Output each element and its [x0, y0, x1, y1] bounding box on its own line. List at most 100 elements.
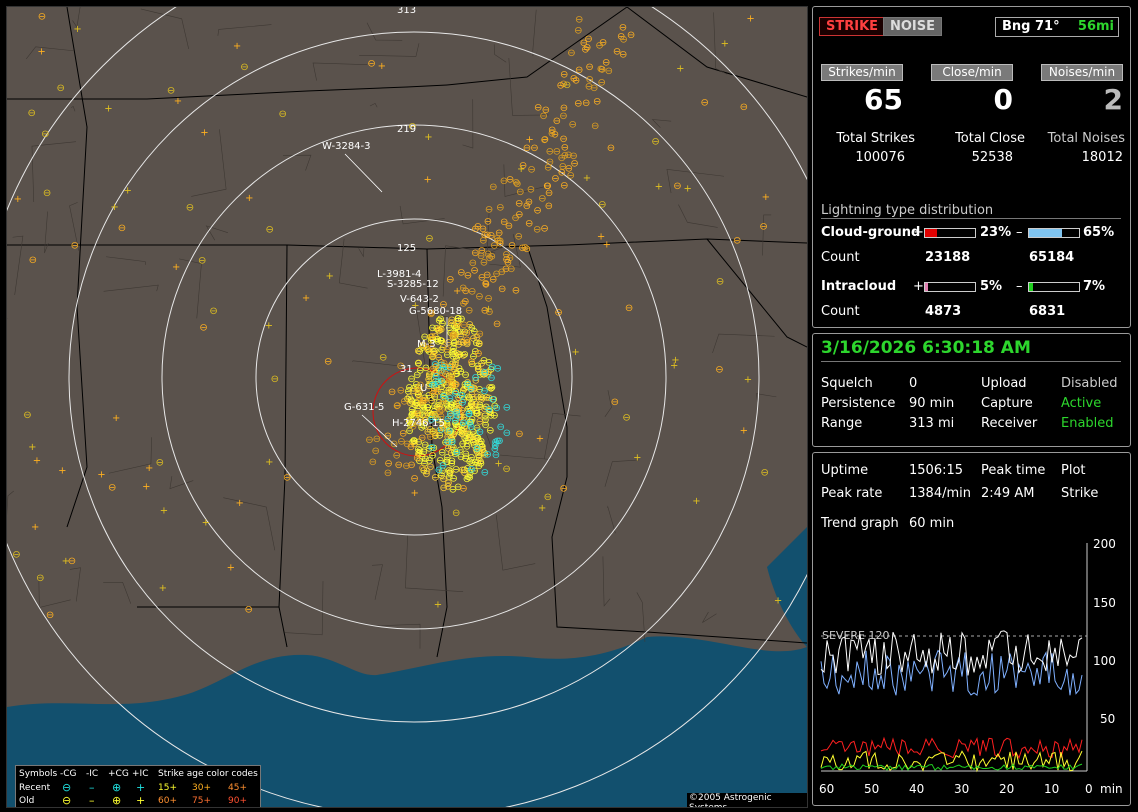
strike-marker: ⊖ — [590, 83, 598, 94]
strike-marker: ⊖ — [384, 468, 392, 479]
strike-marker: ⊖ — [420, 406, 428, 417]
strike-marker: ⊖ — [451, 360, 459, 371]
strike-marker: ⊖ — [449, 351, 457, 362]
strike-marker: ⊖ — [435, 397, 443, 408]
strike-marker: ⊖ — [465, 393, 473, 404]
strike-button[interactable]: STRIKE — [819, 17, 886, 36]
strike-marker: ⊖ — [493, 364, 501, 375]
strike-marker: ⊖ — [429, 426, 437, 437]
strike-marker: ⊖ — [567, 48, 575, 59]
strike-marker: ⊖ — [428, 450, 436, 461]
strike-marker: ⊖ — [468, 323, 476, 334]
strike-marker: ⊖ — [411, 400, 419, 411]
strike-marker: ⊖ — [497, 422, 505, 433]
strike-marker: ⊖ — [452, 368, 460, 379]
strike-marker: ⊖ — [425, 391, 433, 402]
strike-marker: ⊖ — [456, 332, 464, 343]
strike-marker: ⊖ — [716, 276, 724, 287]
neg-cg-old-icon: ⊖ — [62, 794, 72, 807]
strike-marker: ⊖ — [444, 414, 452, 425]
strike-marker: ⊖ — [479, 367, 487, 378]
strike-marker: ⊖ — [439, 378, 447, 389]
strike-marker: ⊖ — [406, 420, 414, 431]
strike-marker: ⊖ — [415, 437, 423, 448]
strike-marker: ⊖ — [452, 464, 460, 475]
strike-marker: ⊖ — [569, 120, 577, 131]
strike-marker: ⊖ — [483, 270, 491, 281]
strike-marker: ⊖ — [440, 376, 448, 387]
strike-marker: ⊖ — [458, 465, 466, 476]
strike-marker: ⊖ — [384, 458, 392, 469]
strike-marker: ⊖ — [463, 382, 471, 393]
strike-marker: ⊖ — [447, 442, 455, 453]
strike-marker: ⊖ — [454, 482, 462, 493]
strikes-min-header[interactable]: Strikes/min — [821, 64, 903, 81]
strike-marker: ⊖ — [407, 442, 415, 453]
strike-marker: + — [746, 14, 754, 25]
strike-marker: ⊖ — [467, 433, 475, 444]
strike-marker: ⊖ — [447, 328, 455, 339]
strike-marker: ⊖ — [437, 336, 445, 347]
strike-marker: ⊖ — [444, 338, 452, 349]
strike-marker: ⊖ — [434, 335, 442, 346]
strike-marker: ⊖ — [407, 395, 415, 406]
trend-line — [820, 750, 1083, 773]
strike-marker: ⊖ — [388, 387, 396, 398]
close-min-header[interactable]: Close/min — [931, 64, 1013, 81]
strike-marker: ⊖ — [12, 549, 20, 560]
strike-marker: ⊖ — [443, 457, 451, 468]
strike-marker: ⊖ — [28, 108, 36, 119]
storm-label: G-631-5 — [344, 402, 384, 413]
plot-value[interactable]: Strike — [1061, 486, 1099, 501]
strike-marker: ⊖ — [534, 103, 542, 114]
strike-marker: ⊖ — [446, 394, 454, 405]
strike-marker: ⊖ — [472, 431, 480, 442]
strike-marker: ⊖ — [416, 386, 424, 397]
strike-marker: ⊖ — [432, 371, 440, 382]
lightning-map[interactable]: ⊖ ⊖ ⊖ ⊖ ⊖ ⊖ ⊖ ⊖ ⊖ ⊖ ⊖ ⊖ ⊖ ⊖ ⊖ ⊖ ⊖ ⊖ ⊖ ⊖ ⊖ ⊖ ⊖ ⊖ ⊖ ⊖ ⊖ ⊖ ⊖ ⊖ ⊖ ⊖ ⊖ ⊖ ⊖ ⊖ ⊖ ⊖ ⊖ ⊖… — [6, 6, 808, 808]
strike-marker: ⊖ — [418, 451, 426, 462]
strike-marker: ⊖ — [408, 409, 416, 420]
strike-marker: ⊖ — [410, 435, 418, 446]
strike-marker: ⊖ — [444, 404, 452, 415]
strike-marker: ⊖ — [471, 458, 479, 469]
status-panel: 3/16/2026 6:30:18 AM Squelch 0 Upload Di… — [812, 333, 1131, 447]
strike-marker: ⊖ — [429, 388, 437, 399]
strike-marker: ⊖ — [405, 383, 413, 394]
strike-marker: ⊖ — [482, 280, 490, 291]
strike-marker: ⊖ — [462, 286, 470, 297]
uptime-value: 1506:15 — [909, 463, 964, 478]
trend-panel: Uptime 1506:15 Peak time Plot Peak rate … — [812, 452, 1131, 806]
strike-marker: ⊖ — [481, 305, 489, 316]
strike-marker: ⊖ — [437, 425, 445, 436]
atlantic-water — [767, 527, 807, 647]
strike-marker: ⊖ — [445, 387, 453, 398]
noises-min-header[interactable]: Noises/min — [1041, 64, 1123, 81]
strike-marker: ⊖ — [409, 421, 417, 432]
strike-marker: ⊖ — [449, 378, 457, 389]
strike-marker: ⊖ — [393, 401, 401, 412]
noise-button[interactable]: NOISE — [883, 17, 943, 36]
strike-marker: ⊖ — [489, 275, 497, 286]
strike-marker: + — [265, 321, 273, 332]
strike-marker: + — [73, 24, 81, 35]
strike-marker: ⊖ — [400, 396, 408, 407]
strike-marker: ⊖ — [453, 447, 461, 458]
cg-pos-bar — [924, 228, 976, 238]
strike-marker: ⊖ — [465, 433, 473, 444]
strike-marker: ⊖ — [456, 410, 464, 421]
strike-marker: ⊖ — [460, 412, 468, 423]
strike-marker: ⊖ — [476, 329, 484, 340]
strike-marker: ⊖ — [597, 64, 605, 75]
strike-marker: ⊖ — [431, 411, 439, 422]
strike-marker: ⊖ — [515, 209, 523, 220]
strike-marker: ⊖ — [431, 346, 439, 357]
strike-marker: ⊖ — [457, 426, 465, 437]
county-grid — [7, 7, 777, 649]
strike-marker: ⊖ — [454, 313, 462, 324]
strike-marker: ⊖ — [475, 461, 483, 472]
strike-marker: ⊖ — [462, 449, 470, 460]
strike-marker: ⊖ — [540, 223, 548, 234]
strike-marker: ⊖ — [462, 436, 470, 447]
range-rings — [7, 7, 807, 807]
